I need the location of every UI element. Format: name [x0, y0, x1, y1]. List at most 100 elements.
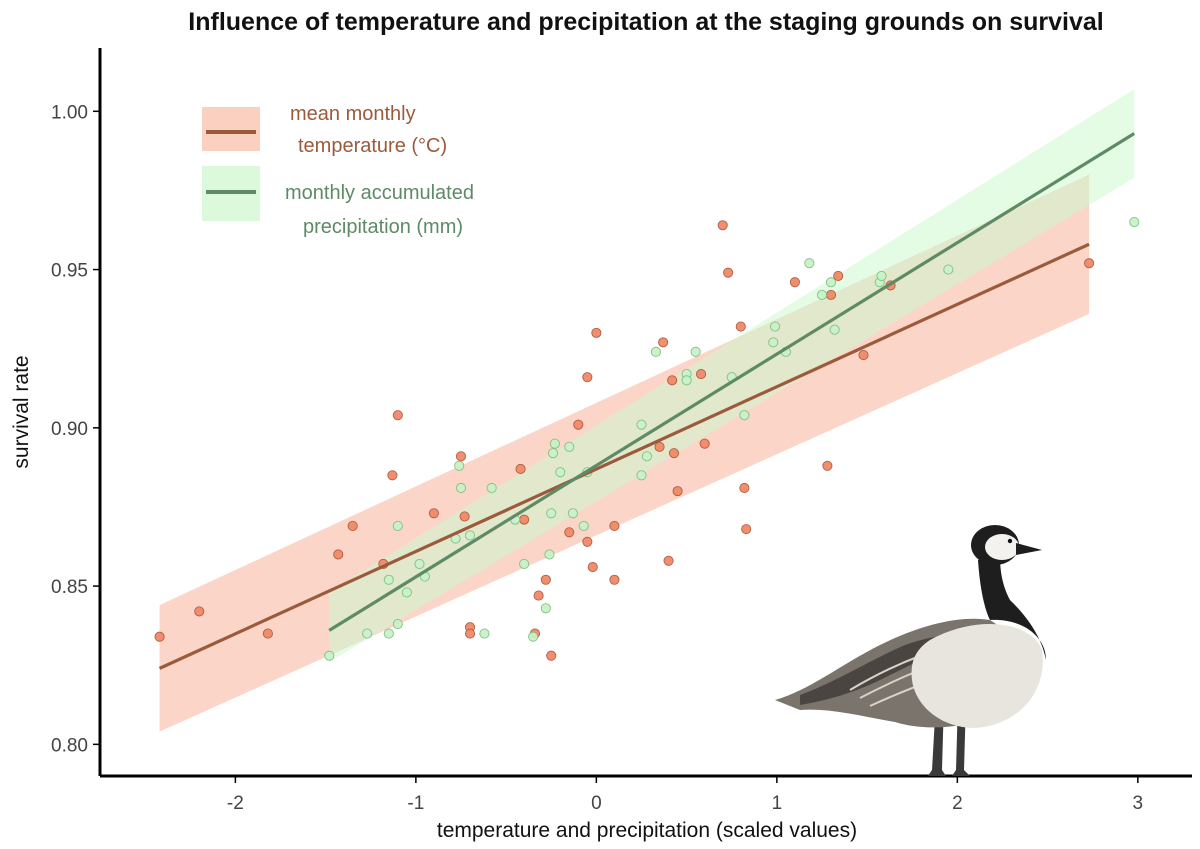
temperature-point: [663, 555, 674, 566]
temperature-point: [609, 520, 620, 531]
precipitation-point: [739, 410, 750, 421]
temperature-point: [464, 628, 476, 639]
precipitation-point: [546, 508, 557, 519]
precipitation-point: [519, 558, 530, 569]
temperature-point: [609, 574, 620, 585]
precipitation-point: [681, 375, 692, 386]
temperature-point: [154, 631, 165, 642]
temperature-point: [833, 270, 844, 281]
y-axis-title: survival rate: [10, 355, 33, 468]
temperature-point: [658, 337, 669, 348]
temperature-point: [735, 321, 746, 332]
precipitation-point: [943, 264, 954, 275]
temperature-point: [723, 267, 734, 278]
precipitation-fit-line: [328, 132, 1136, 632]
temperature-point: [822, 460, 833, 471]
temperature-point: [582, 372, 593, 383]
precipitation-point: [414, 558, 425, 569]
precipitation-point: [650, 346, 661, 357]
precipitation-point: [690, 346, 701, 357]
precipitation-point: [825, 277, 837, 288]
temperature-point: [717, 220, 728, 231]
precipitation-point: [455, 482, 467, 494]
x-tick-label: -2: [227, 793, 244, 814]
legend-precipitation-label-line2: precipitation (mm): [303, 216, 463, 238]
temperature-point: [392, 410, 403, 421]
precipitation-point: [383, 628, 394, 639]
axes: [98, 48, 1192, 778]
precipitation-point: [549, 438, 560, 449]
temperature-point: [573, 419, 584, 430]
temperature-point: [741, 524, 752, 535]
precipitation-point: [555, 467, 566, 478]
x-tick-label: 2: [952, 793, 963, 814]
precipitation-point: [876, 270, 887, 281]
precipitation-point: [770, 321, 781, 332]
temperature-point: [672, 486, 683, 497]
legend-temperature-label-line2: temperature (°C): [298, 135, 447, 157]
x-tick-label: -1: [407, 793, 424, 814]
precipitation-point: [479, 628, 490, 639]
precipitation-point: [768, 337, 779, 348]
precipitation-point: [641, 451, 652, 462]
temperature-point: [333, 549, 344, 560]
precipitation-point: [1129, 217, 1140, 228]
temperature-point: [699, 438, 710, 449]
y-tick-label: 0.95: [51, 261, 88, 282]
temperature-point: [1084, 258, 1095, 269]
precipitation-point: [383, 574, 394, 585]
precipitation-point: [578, 520, 589, 531]
precipitation-point: [486, 482, 497, 494]
x-tick-label: 1: [772, 793, 783, 814]
temperature-point: [668, 448, 680, 459]
temperature-point: [591, 327, 602, 338]
temperature-point: [739, 482, 750, 494]
temperature-point: [194, 606, 205, 617]
ticks: -2 -1 0 1 2 3 0.80 0.85 0.90 0.95 1.00: [51, 102, 1143, 814]
data-points: [154, 217, 1140, 661]
precipitation-point: [540, 603, 551, 614]
legend-temperature-label-line1: mean monthly: [290, 103, 416, 125]
temperature-point: [540, 574, 551, 585]
precipitation-point: [392, 520, 403, 531]
y-tick-label: 1.00: [51, 102, 88, 123]
temperature-point: [858, 349, 869, 361]
temperature-point: [519, 514, 530, 525]
precipitation-point: [464, 530, 476, 541]
temperature-point: [515, 463, 526, 475]
y-tick-label: 0.80: [51, 735, 88, 756]
precipitation-point: [804, 258, 815, 269]
y-tick-label: 0.85: [51, 577, 88, 598]
temperature-point: [564, 527, 575, 538]
precipitation-point: [636, 419, 647, 430]
temperature-point: [667, 375, 678, 386]
precipitation-point: [392, 619, 403, 630]
precipitation-point: [544, 549, 555, 560]
legend-temperature-band: [202, 107, 260, 151]
precipitation-point: [454, 460, 465, 471]
precipitation-point: [567, 508, 578, 519]
precipitation-point: [636, 470, 647, 481]
temperature-point: [587, 562, 598, 573]
temperature-point: [654, 441, 665, 452]
precipitation-point: [401, 587, 412, 598]
precipitation-point: [362, 628, 373, 639]
y-tick-label: 0.90: [51, 419, 88, 440]
precipitation-point: [324, 650, 335, 661]
x-tick-label: 0: [591, 793, 602, 814]
temperature-point: [387, 470, 398, 481]
precipitation-point: [547, 448, 559, 459]
precipitation-point: [564, 441, 575, 452]
temperature-point: [459, 511, 470, 522]
temperature-point: [582, 536, 593, 547]
x-axis-title: temperature and precipitation (scaled va…: [437, 819, 857, 842]
legend: mean monthly temperature (°C) monthly ac…: [202, 103, 474, 238]
temperature-point: [533, 590, 544, 601]
precipitation-point: [528, 631, 539, 642]
x-tick-label: 3: [1133, 793, 1144, 814]
temperature-point: [262, 628, 273, 639]
temperature-point: [347, 520, 358, 531]
temperature-point: [428, 508, 439, 519]
precipitation-point: [816, 289, 828, 300]
